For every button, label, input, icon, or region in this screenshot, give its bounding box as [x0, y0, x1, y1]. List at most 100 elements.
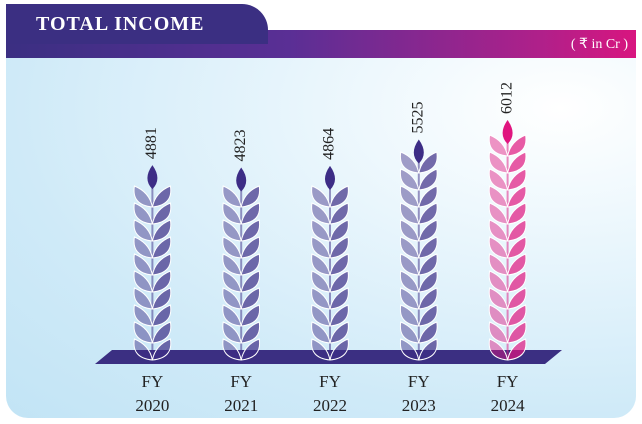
leaf [151, 253, 172, 276]
leaf [133, 304, 154, 327]
leaf [311, 304, 331, 327]
unit-label: ( ₹ in Cr ) [570, 37, 628, 52]
wheat-stalk [222, 167, 261, 361]
leaf [399, 321, 420, 344]
grain-tip [236, 167, 247, 192]
leaf [488, 304, 509, 327]
leaf [506, 185, 527, 208]
leaf [506, 321, 527, 344]
leaf [399, 338, 420, 361]
leaf [418, 151, 438, 174]
leaf [133, 287, 154, 310]
leaf [240, 253, 261, 276]
leaf [222, 338, 242, 361]
leaf [151, 287, 172, 310]
leaf [133, 321, 154, 344]
leaf [240, 304, 261, 327]
leaf [418, 236, 438, 259]
leaf [240, 321, 261, 344]
leaf [222, 253, 242, 276]
leaf [488, 151, 509, 174]
wheat-stalk [399, 139, 438, 361]
leaf [240, 185, 261, 208]
leaf [222, 219, 242, 242]
leaf [133, 338, 154, 361]
grain-tip [325, 165, 335, 190]
value-label: 4881 [143, 127, 160, 159]
leaf [488, 338, 509, 361]
leaf [311, 270, 331, 293]
leaf [418, 168, 438, 191]
leaf [488, 134, 509, 157]
grain-tip [502, 120, 513, 144]
leaf [311, 236, 331, 259]
leaf [329, 219, 349, 242]
leaf [506, 253, 527, 276]
leaf [488, 270, 509, 293]
leaf [329, 287, 349, 310]
leaf [399, 151, 420, 174]
leaf [506, 304, 527, 327]
leaf [222, 202, 242, 225]
value-label: 6012 [498, 82, 515, 114]
leaf [151, 338, 172, 361]
leaf [240, 287, 261, 310]
leaf [399, 185, 420, 208]
leaf [506, 270, 527, 293]
leaf [418, 321, 438, 344]
leaf [488, 202, 509, 225]
leaf [240, 219, 261, 242]
x-tick-label: FY 2023 [401, 372, 436, 415]
leaf [506, 168, 527, 191]
leaf [133, 253, 154, 276]
leaf [329, 338, 349, 361]
x-tick-label: FY 2024 [490, 372, 525, 415]
leaf [399, 236, 420, 259]
leaf [399, 219, 420, 242]
leaf [418, 253, 438, 276]
leaf [151, 321, 172, 344]
leaf [311, 185, 331, 208]
base-platform [95, 350, 562, 364]
leaf [329, 236, 349, 259]
leaf [240, 202, 261, 225]
leaf [418, 304, 438, 327]
leaf [506, 151, 527, 174]
leaf [418, 338, 438, 361]
leaf [418, 202, 438, 225]
leaf [311, 287, 331, 310]
leaf [222, 321, 242, 344]
leaf [506, 219, 527, 242]
grain-tip [147, 165, 158, 190]
leaf [506, 338, 527, 361]
leaf [488, 236, 509, 259]
leaf [240, 270, 261, 293]
leaf [240, 338, 261, 361]
leaf [151, 304, 172, 327]
wheat-stalk [311, 165, 349, 361]
leaf [418, 287, 438, 310]
leaf [488, 287, 509, 310]
leaf [133, 236, 154, 259]
leaf [399, 287, 420, 310]
leaf [133, 185, 154, 208]
leaf [311, 253, 331, 276]
leaf [222, 236, 242, 259]
leaf [240, 236, 261, 259]
leaf [399, 270, 420, 293]
leaf [151, 219, 172, 242]
leaf [399, 253, 420, 276]
leaf [399, 304, 420, 327]
leaf [133, 219, 154, 242]
leaf [311, 202, 331, 225]
leaf [133, 202, 154, 225]
x-tick-label: FY 2021 [224, 372, 259, 415]
leaf [133, 270, 154, 293]
leaf [488, 185, 509, 208]
leaf [418, 185, 438, 208]
leaf [311, 219, 331, 242]
leaf [418, 270, 438, 293]
x-tick-label: FY 2020 [135, 372, 170, 415]
leaf [311, 338, 331, 361]
